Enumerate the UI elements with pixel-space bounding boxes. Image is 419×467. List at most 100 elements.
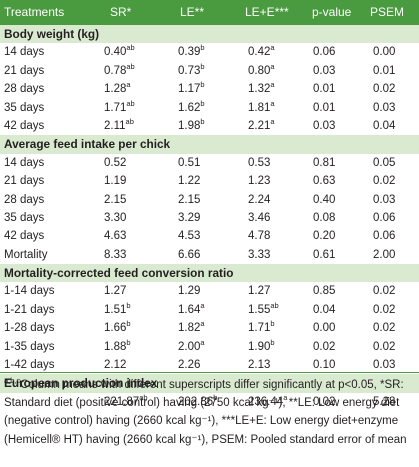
section-heading: Body weight (kg) [0,25,419,44]
table-row: 28 days 1.28a 1.17b 1.32a 0.01 0.02 [0,80,419,98]
value-le: 6.66 [178,248,201,261]
value-le: 1.62 [178,101,201,114]
table-row: 14 days 0.52 0.51 0.53 0.81 0.05 [0,154,419,172]
value-lee-superscript: a [270,43,275,53]
value-le: 2.15 [178,193,201,206]
section-title: Mortality-corrected feed conversion rati… [4,266,234,281]
value-lee-cell: 1.23 [248,174,270,189]
value-le-superscript: b [200,61,205,71]
row-label: Mortality [4,248,48,261]
table-row: 21 days 1.19 1.22 1.23 0.63 0.02 [0,172,419,190]
value-psem: 5.28 [373,395,396,408]
value-lee-superscript: b [270,319,275,329]
value-lee-cell: 0.80a [248,61,275,79]
value-sr: 1.19 [104,175,127,188]
value-sr-cell: 1.27 [104,284,126,299]
value-le-superscript: b [200,80,205,90]
row-label: 1-21 days [4,303,55,316]
value-sr-superscript: ab [125,117,134,127]
value-sr-cell: 1.19 [104,174,126,189]
value-le-superscript: a [200,319,205,329]
value-sr-cell: 2.12 [104,358,126,373]
value-lee: 0.53 [248,156,271,169]
value-le-cell: 1.29 [178,284,200,299]
value-p: 0.02 [313,340,336,353]
value-sr: 0.40 [104,46,127,59]
value-sr-cell: 2.15 [104,193,126,208]
value-lee: 1.71 [248,322,271,335]
header-le: LE** [180,5,205,19]
value-sr-cell: 0.40ab [104,44,135,60]
value-psem: 2.00 [373,248,396,261]
value-sr-cell: 221.87ab [104,394,148,410]
value-lee: 4.78 [248,230,271,243]
value-psem: 0.02 [373,83,396,96]
table-row: 14 days 0.40ab 0.39b 0.42a 0.06 0.00 [0,43,419,61]
value-lee-superscript: a [270,61,275,71]
value-p: 0.06 [313,46,336,59]
value-lee-cell: 1.90b [248,339,275,355]
value-sr-superscript: a [126,80,131,90]
value-sr: 1.66 [104,322,127,335]
value-le: 0.39 [178,46,201,59]
value-le-cell: 2.15 [178,193,200,208]
row-label: 35 days [4,211,45,224]
value-p: 0.10 [313,359,336,372]
row-label: 1-35 days [4,340,55,353]
value-sr-superscript: ab [126,98,135,108]
value-le-cell: 0.51 [178,156,200,171]
value-le-superscript: b [200,43,205,53]
value-lee-superscript: a [270,117,275,127]
value-lee: 3.33 [248,248,271,261]
value-sr-cell: 2.11ab [104,117,134,134]
row-label: 14 days [4,156,45,169]
value-sr-cell: 0.52 [104,156,126,171]
value-lee: 0.42 [248,46,271,59]
value-le-cell: 1.62b [178,99,205,116]
value-psem: 0.00 [373,46,396,59]
value-sr-cell: 0.78ab [104,63,135,79]
header-lee: LE+E*** [245,5,289,19]
value-lee-cell: 2.21a [248,117,275,134]
value-psem: 0.04 [373,119,396,132]
header-sr: SR* [110,5,132,19]
row-label: 14 days [4,46,45,59]
value-sr-superscript: b [126,319,131,329]
value-p: 0.03 [313,119,336,132]
value-le: 0.51 [178,156,201,169]
value-le-cell: 202.86b [178,394,217,410]
section-title: Average feed intake per chick [4,137,171,152]
value-lee: 1.81 [248,101,271,114]
value-p: 0.08 [313,211,336,224]
row-label: 1-42 days [4,359,55,372]
value-p: 0.63 [313,175,336,188]
value-p: 0.40 [313,193,336,206]
value-sr: 1.88 [104,340,127,353]
value-sr-cell: 8.33 [104,248,126,263]
header-p-value: p-value [312,5,352,19]
value-lee-cell: 4.78 [248,229,270,244]
value-sr-superscript: b [126,337,131,347]
value-psem: 0.03 [373,359,396,372]
value-sr-cell: 3.30 [104,211,126,226]
value-psem: 0.01 [373,64,396,77]
value-sr: 1.27 [104,285,127,298]
value-psem: 0.03 [373,193,396,206]
value-psem: 0.02 [373,175,396,188]
value-le-cell: 6.66 [178,248,200,263]
value-sr: 1.28 [104,83,127,96]
value-le-cell: 3.29 [178,211,200,226]
value-psem: 0.06 [373,211,396,224]
value-sr: 0.52 [104,156,127,169]
value-le: 2.00 [178,340,201,353]
row-label: 21 days [4,175,45,188]
value-psem: 0.03 [373,101,396,114]
value-psem: 0.02 [373,322,396,335]
value-lee-superscript: a [270,80,275,90]
value-p: 0.03 [313,64,336,77]
value-le: 4.53 [178,230,201,243]
value-sr: 8.33 [104,248,127,261]
value-psem: 0.05 [373,156,396,169]
value-le: 1.29 [178,285,201,298]
value-lee-superscript: a [283,392,288,402]
